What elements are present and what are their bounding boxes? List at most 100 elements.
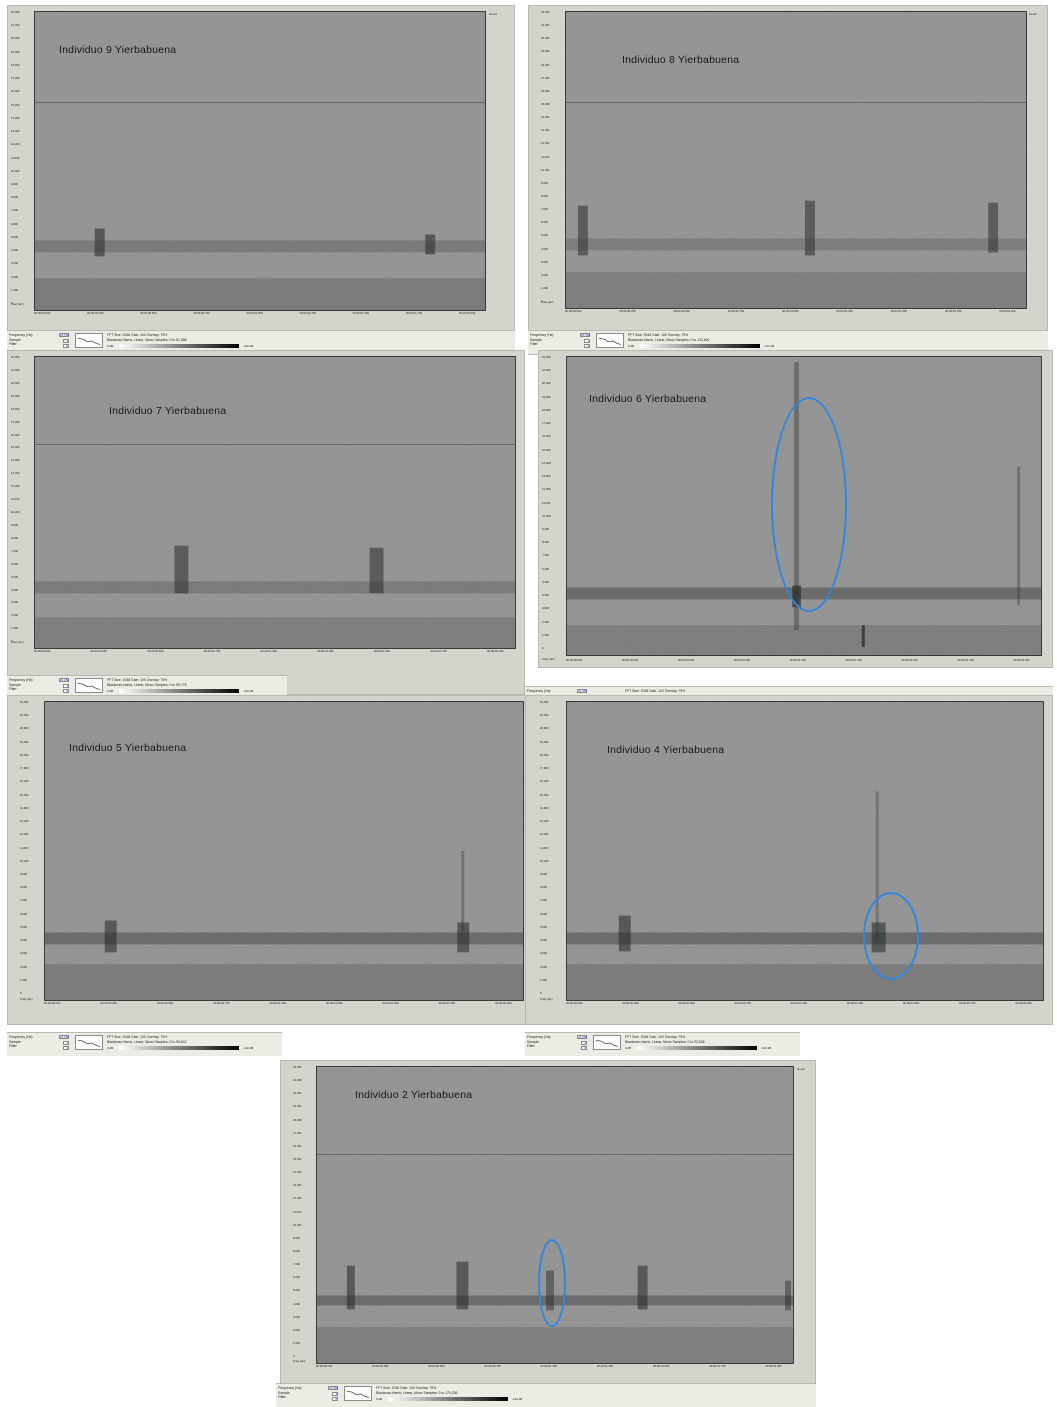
x-tick-label: 00:00:00.000 [44,1001,61,1005]
x-tick-label: 00:00:00.000 [566,658,583,662]
x-axis: 00:00:00.000 00:00:00.250 00:00:00.500 00:0… [34,312,486,318]
spectrogram-plot[interactable]: Individuo 8 Yierbabuena [565,11,1027,309]
y-tick-label: 15,000 [540,792,549,797]
color-gradient [388,1397,508,1401]
scale-input[interactable]: 1 [63,684,69,688]
filter-input[interactable]: 0 [584,344,590,348]
frequency-input[interactable]: 22,050 [328,1386,339,1390]
y-tick-label: 13,000 [540,819,549,824]
x-tick-label: 00:00:00.000 [565,309,582,313]
scale-input[interactable]: 1 [63,1041,69,1045]
waveform-thumbnail[interactable] [593,1035,621,1050]
y-tick-label: 10,000 [542,513,551,518]
filter-input[interactable]: 0 [581,1046,587,1050]
spectrogram-plot[interactable]: Individuo 2 Yierbabuena [316,1066,794,1364]
x-tick-label: 00:00:02.000 [999,309,1016,313]
y-axis: 22,050 21,000 20,000 19,000 18,000 17,000 16,0… [293,1066,311,1364]
panel-title: Individuo 7 Yierbabuena [109,405,227,417]
filter-input[interactable]: 0 [63,689,69,693]
x-tick-label: 00:00:01.250 [596,1364,614,1368]
scale-input[interactable]: 1 [332,1392,338,1396]
spectrogram-image [35,12,485,310]
y-tick-label: 14,000 [20,805,29,810]
waveform-thumbnail[interactable] [75,678,103,693]
spectrogram-window-individuo-2: Individuo 2 Yierbabuena 22,050 21,000 20,0… [280,1060,816,1385]
y-tick-label: 5,000 [541,233,548,238]
x-tick-label: 00:00:02.000 [1015,1001,1032,1005]
spectrogram-plot[interactable]: Individuo 6 Yierbabuena [566,356,1042,656]
scale-input[interactable]: 1 [584,339,590,343]
filter-label: Filter: [278,1395,287,1400]
spectrogram-plot[interactable]: Individuo 7 Yierbabuena [34,356,516,649]
frequency-input[interactable]: 22,050 [59,333,70,337]
x-tick-label: 00:00:02.000 [765,1364,782,1368]
filter-input[interactable]: 0 [63,344,69,348]
gradient-max-label: -110 dB [512,1397,523,1401]
y-tick-label: 22,050 [542,355,551,359]
y-tick-label: 20,000 [540,726,549,731]
y-tick-label: 18,000 [540,752,549,757]
x-tick-label: 00:00:00.750 [727,309,745,313]
y-tick-label: 13,000 [542,474,551,479]
y-tick-label: 3,000 [20,951,27,956]
y-tick-label: 22,050 [540,700,549,704]
spectrogram-image [567,702,1043,1000]
frequency-input[interactable]: 22,050 [59,678,70,682]
waveform-thumbnail[interactable] [75,333,103,348]
y-tick-label: 19,000 [541,49,550,54]
y-tick-label: 11,000 [11,155,20,160]
spectrogram-window-individuo-8: Individuo 8 Yierbabuena 22,050 21,000 20,0… [528,5,1048,355]
scale-label: Sample: [530,337,543,342]
filter-input[interactable]: 0 [63,1046,69,1050]
y-tick-label: 21,000 [293,1078,302,1083]
y-tick-label: 6,000 [540,911,547,916]
y-tick-label: 18,000 [20,752,29,757]
frequency-input[interactable]: 22,050 [59,1035,70,1039]
y-tick-label: 15,000 [542,447,551,452]
x-tick-label: 00:00:00.250 [87,311,104,315]
frequency-input[interactable]: 22,050 [580,333,591,337]
fft-info: FFT Size: 2048 Gain: 100 Overlap: 75% [376,1386,437,1390]
color-gradient [640,344,760,348]
color-gradient [119,689,239,693]
waveform-thumbnail[interactable] [344,1386,372,1401]
y-tick-label: 20,000 [11,36,20,41]
gradient-min-label: 0 dB [107,689,114,693]
y-tick-label: 9,000 [20,871,27,876]
y-tick-label: 4,000 [20,938,27,943]
x-tick-label: 00:00:00.250 [619,309,636,313]
scale-label: Sample: [278,1390,291,1395]
spectrogram-plot[interactable]: Individuo 9 Yierbabuena [34,11,486,311]
time-unit-label: Hours [797,1067,806,1071]
y-tick-label: 16,000 [11,432,20,437]
y-axis: 22,050 21,000 20,000 19,000 18,000 17,000 16,0… [20,701,38,1001]
y-tick-label: 3,000 [11,600,18,605]
scale-input[interactable]: 1 [63,339,69,343]
status-bar: Frequency (Hz): Sample: Filter: 22,050 1… [7,1032,282,1056]
y-tick-label: 19,000 [540,739,549,744]
y-tick-label: 9,000 [541,180,548,185]
y-tick-label: 6,000 [542,566,549,571]
x-tick-label: 00:00:00.750 [734,1001,751,1005]
color-gradient [119,344,239,348]
frequency-input[interactable]: 22,050 [577,1035,588,1039]
waveform-thumbnail[interactable] [596,333,624,348]
x-tick-label: 00:00:01.250 [317,649,334,653]
y-tick-label: 22,050 [293,1065,302,1069]
y-tick-label: 17,000 [20,766,29,771]
spectrogram-plot[interactable]: Individuo 4 Yierbabuena [566,701,1044,1001]
x-tick-label: 00:00:02.000 [487,649,504,653]
y-tick-label: 14,000 [540,805,549,810]
scale-input[interactable]: 1 [581,1041,587,1045]
y-tick-label: 13,000 [20,819,29,824]
frequency-input[interactable]: 22,050 [577,689,588,693]
spectrogram-plot[interactable]: Individuo 5 Yierbabuena [44,701,524,1001]
x-tick-label: 00:00:01.500 [890,309,908,313]
y-tick-label: 21,000 [542,368,551,373]
waveform-thumbnail[interactable] [75,1035,103,1050]
y-tick-label: 16,000 [542,434,551,439]
x-tick-label: 00:00:01.500 [652,1364,670,1368]
y-tick-label: 2,000 [541,272,548,277]
filter-input[interactable]: 0 [332,1397,338,1401]
y-tick-label: 22,050 [11,10,20,14]
